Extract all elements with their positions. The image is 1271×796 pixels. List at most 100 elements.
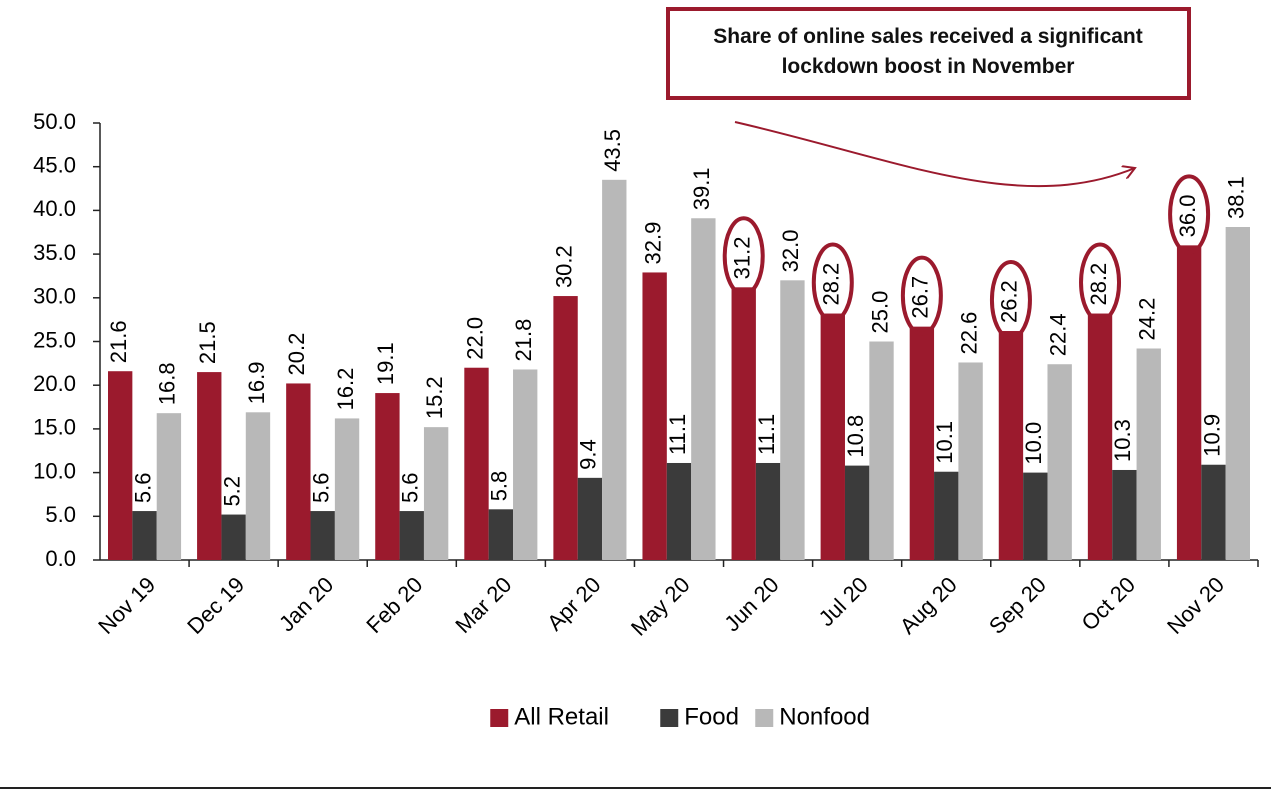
value-label: 39.1 [689, 167, 714, 210]
bar [488, 509, 514, 560]
highlight-ring [900, 255, 943, 336]
value-label: 32.9 [640, 222, 665, 265]
value-label: 21.8 [511, 319, 536, 362]
y-tick-label: 5.0 [45, 502, 76, 527]
value-label: 10.3 [1110, 419, 1135, 462]
value-label: 16.2 [333, 368, 358, 411]
value-label: 19.1 [373, 342, 398, 385]
value-label: 21.5 [195, 321, 220, 364]
highlight-ring [722, 216, 765, 297]
y-tick-label: 25.0 [33, 327, 76, 352]
bar [1087, 313, 1113, 560]
value-label: 21.6 [106, 320, 131, 363]
value-label: 5.8 [487, 471, 512, 502]
bar [310, 511, 335, 560]
bar [731, 287, 756, 560]
bar [375, 393, 400, 560]
x-tick-label: Mar 20 [450, 572, 516, 638]
value-label: 24.2 [1135, 298, 1160, 341]
value-label: 10.9 [1199, 414, 1224, 457]
value-label: 26.7 [908, 276, 933, 319]
bar [334, 418, 360, 560]
value-label: 22.4 [1045, 313, 1070, 356]
annotation-box [666, 7, 1191, 100]
x-tick-label: Oct 20 [1077, 572, 1141, 636]
bar [602, 179, 627, 560]
value-label: 10.8 [843, 415, 868, 458]
value-label: 15.2 [422, 376, 447, 419]
y-tick-label: 20.0 [33, 371, 76, 396]
value-label: 11.1 [665, 414, 690, 455]
bar [755, 462, 781, 560]
y-tick-label: 0.0 [45, 546, 76, 571]
bar [666, 462, 692, 560]
x-tick-label: Jun 20 [719, 572, 783, 636]
value-label: 28.2 [1086, 263, 1111, 306]
annotation-text: Share of online sales received a signifi… [713, 25, 1143, 48]
highlight-ring [811, 242, 854, 323]
x-tick-label: Feb 20 [361, 572, 427, 638]
bar [691, 218, 716, 561]
bar [820, 313, 845, 560]
value-label: 38.1 [1224, 176, 1249, 219]
value-label: 30.2 [551, 245, 576, 288]
legend-label: All Retail [514, 703, 609, 730]
x-tick-label: Jul 20 [814, 572, 873, 631]
bar [780, 280, 805, 560]
value-label: 31.2 [730, 236, 755, 279]
value-label: 28.2 [819, 263, 844, 306]
bar [1176, 245, 1202, 561]
annotation-text: lockdown boost in November [782, 55, 1075, 78]
x-tick-label: Sep 20 [984, 572, 1051, 639]
bar [1023, 472, 1048, 560]
value-label: 32.0 [778, 229, 803, 272]
legend-swatch [755, 709, 774, 727]
y-tick-label: 10.0 [33, 458, 76, 483]
bar [1136, 348, 1161, 560]
value-label: 26.2 [997, 280, 1022, 323]
bar [221, 514, 246, 560]
value-label: 10.1 [932, 421, 957, 464]
bar [399, 511, 424, 560]
x-tick-label: Nov 19 [93, 572, 160, 639]
bar [197, 372, 222, 560]
bar [156, 413, 182, 560]
annotation-arrow [734, 121, 1135, 188]
legend-swatch [490, 709, 509, 727]
bar [909, 326, 935, 560]
bar [1201, 464, 1226, 560]
highlight-ring [1168, 174, 1211, 255]
value-label: 9.4 [576, 439, 601, 470]
legend-label: Nonfood [779, 703, 870, 730]
y-tick-label: 45.0 [33, 153, 76, 178]
value-label: 20.2 [284, 333, 309, 376]
bar [553, 296, 578, 560]
bar [1225, 227, 1250, 561]
bar [958, 362, 983, 560]
bar [1112, 469, 1137, 560]
value-label: 5.6 [309, 472, 334, 503]
highlight-ring [989, 260, 1032, 341]
y-tick-label: 15.0 [33, 415, 76, 440]
value-label: 10.0 [1021, 422, 1046, 465]
value-label: 11.1 [754, 414, 779, 455]
value-label: 5.2 [219, 476, 244, 507]
bar [464, 367, 489, 560]
x-tick-label: May 20 [626, 572, 695, 641]
highlight-ring [1079, 242, 1122, 323]
value-label: 36.0 [1175, 195, 1200, 238]
value-label: 25.0 [867, 291, 892, 334]
value-label: 5.6 [130, 472, 155, 503]
bar [934, 471, 959, 560]
bar [1047, 364, 1072, 560]
bar [286, 383, 311, 560]
y-tick-label: 50.0 [33, 109, 76, 134]
bar [998, 331, 1024, 560]
legend-swatch [660, 709, 679, 727]
x-tick-label: Dec 19 [182, 572, 249, 639]
value-label: 16.9 [244, 361, 269, 404]
bar [423, 427, 449, 560]
value-label: 5.6 [398, 472, 423, 503]
